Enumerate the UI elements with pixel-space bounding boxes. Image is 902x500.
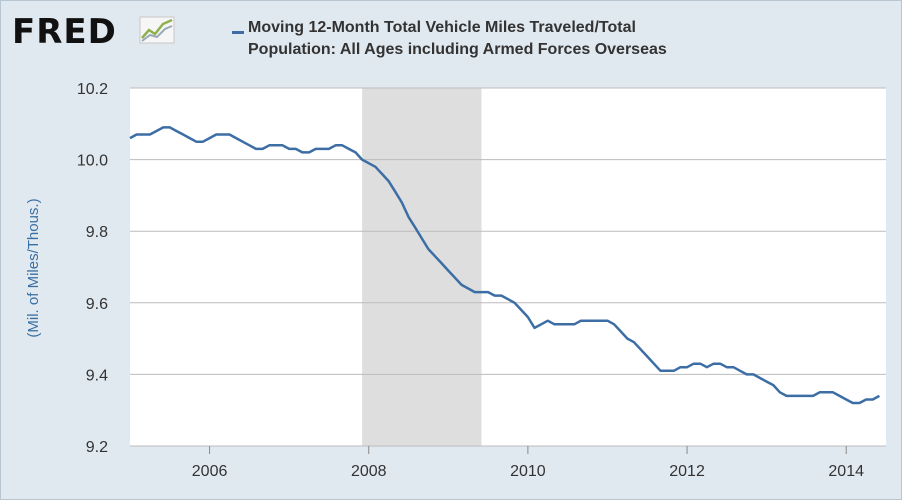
legend-line-1: Moving 12-Month Total Vehicle Miles Trav…: [248, 19, 636, 36]
y-tick-label: 9.2: [86, 439, 108, 456]
x-tick-label: 2006: [192, 463, 228, 480]
x-tick-label: 2010: [510, 463, 546, 480]
x-tick-label: 2014: [828, 463, 864, 480]
y-axis-label: (Mil. of Miles/Thous.): [25, 198, 42, 337]
y-tick-label: 10.2: [77, 81, 108, 98]
legend-label: Moving 12-Month Total Vehicle Miles Trav…: [248, 17, 888, 61]
series-layer: [129, 126, 880, 405]
y-tick-label: 9.8: [86, 224, 108, 241]
y-tick-label: 9.6: [86, 296, 108, 313]
x-tick-label: 2012: [669, 463, 705, 480]
fred-logo: FRED: [12, 12, 117, 52]
recession-band: [362, 88, 482, 446]
fred-sparkline-logo-icon: [139, 16, 175, 44]
legend-line-2: Population: All Ages including Armed For…: [248, 41, 667, 58]
legend-swatch: [232, 31, 244, 34]
grid-layer: [130, 87, 886, 447]
x-tick-label: 2008: [351, 463, 387, 480]
x-axis: 2006 2008 2010 2012 2014: [192, 446, 864, 480]
y-tick-label: 10.0: [77, 153, 108, 170]
y-tick-label: 9.4: [86, 367, 108, 384]
series-line: [129, 126, 880, 405]
recession-layer: [362, 88, 482, 446]
y-axis: 9.2 9.4 9.6 9.8 10.0 10.2: [77, 81, 108, 456]
